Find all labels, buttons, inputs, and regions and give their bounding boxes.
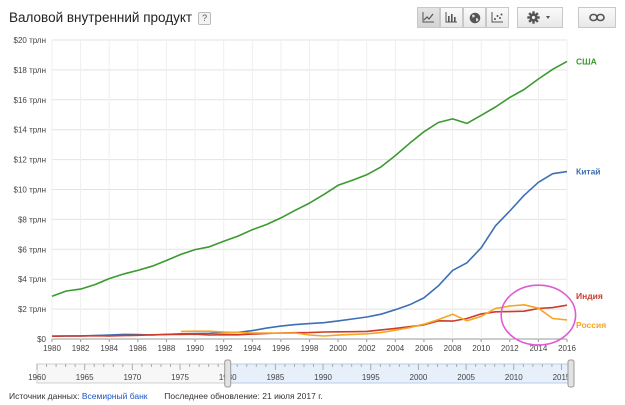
timeline-label: 1970	[123, 373, 141, 382]
x-tick-label: 1990	[186, 344, 204, 353]
x-tick-label: 2012	[501, 344, 519, 353]
timeline-slider[interactable]: 1960196519701975198019851990199520002005…	[28, 359, 575, 388]
x-tick-label: 2016	[558, 344, 576, 353]
timeline-handle-end[interactable]	[567, 359, 575, 388]
series-line	[51, 304, 568, 337]
y-tick-label: $10 трлн	[14, 186, 47, 195]
y-tick-label: $16 трлн	[14, 96, 47, 105]
settings-button[interactable]	[517, 7, 563, 28]
x-tick-label: 2006	[415, 344, 433, 353]
timeline-label: 2000	[410, 373, 428, 382]
link-icon	[589, 13, 605, 22]
x-tick-label: 2014	[529, 344, 547, 353]
scatter-chart-button[interactable]	[486, 7, 509, 28]
gdp-line-chart: $0 $2 трлн $4 трлн $6 трлн $8 трлн $10 трлн $1…	[14, 36, 606, 388]
footer: Источник данных: Всемирный банк Последне…	[9, 391, 323, 401]
x-tick-label: 1988	[158, 344, 176, 353]
chevron-down-icon	[546, 16, 550, 19]
y-axis: $0 $2 трлн $4 трлн $6 трлн $8 трлн $10 трлн $1…	[14, 36, 47, 344]
highlight-ellipse	[500, 284, 577, 346]
series-labels: США Китай Индия Россия	[576, 56, 606, 329]
map-button[interactable]	[463, 7, 486, 28]
x-tick-label: 1986	[129, 344, 147, 353]
bar-chart-button[interactable]	[440, 7, 463, 28]
x-tick-label: 2010	[472, 344, 490, 353]
timeline-label: 1995	[362, 373, 380, 382]
x-tick-label: 2002	[358, 344, 376, 353]
y-tick-label: $4 трлн	[18, 275, 46, 284]
scatter-chart-icon	[491, 12, 503, 23]
source-label: Источник данных:	[9, 391, 80, 401]
bar-chart-icon	[445, 12, 457, 23]
source-link[interactable]: Всемирный банк	[81, 391, 148, 401]
x-tick-label: 2004	[386, 344, 404, 353]
series-label: Индия	[576, 291, 603, 301]
y-tick-label: $6 трлн	[18, 245, 46, 254]
y-tick-label: $18 трлн	[14, 66, 47, 75]
chart-series	[51, 60, 568, 337]
timeline-label: 1960	[28, 373, 46, 382]
x-tick-label: 1980	[43, 344, 61, 353]
chart-grid	[51, 39, 568, 340]
y-tick-label: $20 трлн	[14, 36, 47, 45]
y-tick-label: $2 трлн	[18, 305, 46, 314]
help-button[interactable]: ?	[198, 11, 212, 25]
timeline-label: 1975	[171, 373, 189, 382]
timeline-label: 1990	[314, 373, 332, 382]
series-label: США	[576, 56, 597, 66]
timeline-label: 2015	[553, 373, 571, 382]
x-tick-label: 1996	[272, 344, 290, 353]
link-button[interactable]	[578, 7, 616, 28]
page-title: Валовой внутренний продукт	[9, 10, 193, 25]
line-chart-button[interactable]	[417, 7, 440, 28]
x-tick-label: 2008	[444, 344, 462, 353]
line-chart-icon	[422, 12, 434, 23]
x-tick-label: 1992	[215, 344, 233, 353]
series-label: Китай	[576, 167, 601, 177]
timeline-label: 1985	[266, 373, 284, 382]
y-tick-label: $12 трлн	[14, 156, 47, 165]
gear-icon	[527, 11, 550, 24]
x-tick-label: 1998	[301, 344, 319, 353]
highlight-annotation	[500, 284, 577, 346]
chart-title: Валовой внутренний продукт?	[9, 10, 212, 25]
series-line	[51, 60, 568, 297]
timeline-label: 2005	[457, 373, 475, 382]
series-label: Россия	[576, 320, 606, 330]
y-tick-label: $8 трлн	[18, 215, 46, 224]
y-tick-label: $0	[37, 335, 46, 344]
x-tick-label: 1994	[243, 344, 261, 353]
x-tick-label: 2000	[329, 344, 347, 353]
timeline-handle-start[interactable]	[224, 359, 232, 388]
timeline-label: 2010	[505, 373, 523, 382]
y-tick-label: $14 трлн	[14, 126, 47, 135]
globe-map-icon	[469, 12, 480, 23]
x-tick-label: 1984	[100, 344, 118, 353]
timeline-label: 1965	[76, 373, 94, 382]
x-axis: 1980 1982 1984 1986 1988 1990 1992 1994 1996 1998…	[43, 339, 576, 353]
x-tick-label: 1982	[72, 344, 90, 353]
last-updated: Последнее обновление: 21 июля 2017 г.	[164, 391, 323, 401]
